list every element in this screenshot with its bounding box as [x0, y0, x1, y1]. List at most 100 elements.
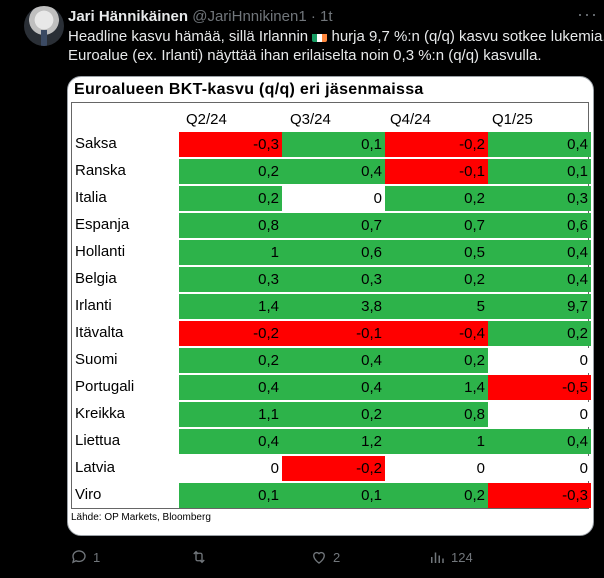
column-header: Q4/24	[390, 111, 431, 128]
tweet-timestamp[interactable]: 1t	[320, 8, 333, 25]
table-cell: 0,5	[385, 240, 488, 265]
table-cell: -0,2	[282, 456, 385, 481]
like-icon	[313, 551, 325, 564]
views-icon	[431, 552, 444, 563]
table-cell: 0,1	[282, 483, 385, 508]
author-handle[interactable]: @JariHnnikinen1	[192, 8, 307, 25]
table-cell: 0	[282, 186, 385, 211]
gdp-table: Q2/24 Q3/24 Q4/24 Q1/25 Saksa -0,3 0,1 -0,2 0,4 R…	[71, 102, 591, 509]
table-cell: -0,1	[385, 159, 488, 184]
table-row: Portugali 0,4 0,4 1,4 -0,5	[72, 375, 591, 400]
table-cell: 0,2	[282, 402, 385, 427]
table-cell: 1	[179, 240, 282, 265]
views-count: 124	[451, 549, 473, 565]
column-header: Q1/25	[492, 111, 533, 128]
tweet-image[interactable]: Euroalueen BKT-kasvu (q/q) eri jäsenmais…	[67, 76, 594, 536]
table-cell: -0,3	[179, 132, 282, 157]
table-cell: 0,1	[179, 483, 282, 508]
table-cell: 0,4	[179, 429, 282, 454]
table-cell: -0,4	[385, 321, 488, 346]
ireland-flag-icon	[312, 31, 328, 42]
tweet-text-line2: Euroalue (ex. Irlanti) näyttää ihan eril…	[68, 47, 542, 64]
table-cell: 0,4	[488, 240, 591, 265]
table-cell: 0,4	[282, 348, 385, 373]
table-row: Suomi 0,2 0,4 0,2 0	[72, 348, 591, 373]
table-source: Lähde: OP Markets, Bloomberg	[71, 512, 211, 523]
table-cell: 1,1	[179, 402, 282, 427]
table-cell: 0,1	[282, 132, 385, 157]
table-row: Irlanti 1,4 3,8 5 9,7	[72, 294, 591, 319]
row-label: Ranska	[75, 162, 126, 179]
table-row: Ranska 0,2 0,4 -0,1 0,1	[72, 159, 591, 184]
table-cell: 0,4	[282, 375, 385, 400]
row-label: Hollanti	[75, 243, 126, 260]
author-name[interactable]: Jari Hännikäinen	[68, 8, 189, 25]
table-cell: 9,7	[488, 294, 591, 319]
table-cell: 0,2	[385, 483, 488, 508]
table-cell: 1,4	[179, 294, 282, 319]
row-label: Latvia	[75, 459, 116, 476]
table-cell: 0,6	[282, 240, 385, 265]
table-cell: 0,7	[282, 213, 385, 238]
column-header: Q2/24	[186, 111, 227, 128]
table-cell: 0,6	[488, 213, 591, 238]
table-cell: 0,2	[385, 267, 488, 292]
repost-button[interactable]	[190, 548, 213, 566]
table-cell: 0	[488, 456, 591, 481]
row-label: Belgia	[75, 270, 117, 287]
table-row: Kreikka 1,1 0,2 0,8 0	[72, 402, 591, 427]
table-cell: 1,2	[282, 429, 385, 454]
table-cell: -0,2	[385, 132, 488, 157]
table-cell: 0,3	[179, 267, 282, 292]
table-cell: 0,2	[385, 186, 488, 211]
table-cell: 0,4	[488, 429, 591, 454]
more-options-icon[interactable]: ···	[577, 4, 598, 24]
table-cell: 3,8	[282, 294, 385, 319]
table-title: Euroalueen BKT-kasvu (q/q) eri jäsenmais…	[74, 81, 424, 98]
table-cell: 0,2	[179, 186, 282, 211]
reply-count: 1	[93, 549, 101, 565]
table-cell: 1,4	[385, 375, 488, 400]
row-label: Saksa	[75, 135, 117, 152]
table-cell: 0,7	[385, 213, 488, 238]
row-label: Portugali	[75, 378, 135, 395]
table-row: Liettua 0,4 1,2 1 0,4	[72, 429, 591, 454]
table-cell: 0,2	[179, 348, 282, 373]
tweet-actions: 1 2 124	[0, 548, 604, 570]
like-button[interactable]: 2	[310, 548, 340, 566]
table-cell: 0,2	[488, 321, 591, 346]
table-cell: 0,8	[385, 402, 488, 427]
table-cell: -0,1	[282, 321, 385, 346]
table-cell: 0,8	[179, 213, 282, 238]
tweet-text-line1-start: Headline kasvu hämää, sillä Irlannin	[68, 28, 313, 45]
table-cell: 1	[385, 429, 488, 454]
row-label: Espanja	[75, 216, 130, 233]
table-row: Hollanti 1 0,6 0,5 0,4	[72, 240, 591, 265]
author-avatar[interactable]	[24, 6, 64, 46]
table-row: Itävalta -0,2 -0,1 -0,4 0,2	[72, 321, 591, 346]
separator-dot: ·	[310, 8, 316, 25]
column-header: Q3/24	[290, 111, 331, 128]
row-label: Itävalta	[75, 324, 124, 341]
table-cell: 0,2	[385, 348, 488, 373]
table-cell: 0,4	[488, 267, 591, 292]
reply-icon	[71, 550, 86, 564]
row-label: Liettua	[75, 432, 121, 449]
table-row: Latvia 0 -0,2 0 0	[72, 456, 591, 481]
table-cell: 0	[179, 456, 282, 481]
reply-button[interactable]: 1	[70, 548, 100, 566]
table-row: Viro 0,1 0,1 0,2 -0,3	[72, 483, 591, 508]
like-count: 2	[333, 549, 341, 565]
row-label: Irlanti	[75, 297, 112, 314]
table-cell: -0,5	[488, 375, 591, 400]
views-button[interactable]: 124	[428, 548, 473, 566]
table-cell: 0,4	[179, 375, 282, 400]
table-row: Espanja 0,8 0,7 0,7 0,6	[72, 213, 591, 238]
tweet-header: Jari Hännikäinen @JariHnnikinen1 · 1t	[68, 8, 333, 25]
table-cell: 5	[385, 294, 488, 319]
table-cell: 0	[488, 402, 591, 427]
table-cell: 0,2	[179, 159, 282, 184]
row-label: Kreikka	[75, 405, 126, 422]
table-cell: 0	[488, 348, 591, 373]
tweet-text: Headline kasvu hämää, sillä Irlannin hur…	[68, 27, 604, 65]
